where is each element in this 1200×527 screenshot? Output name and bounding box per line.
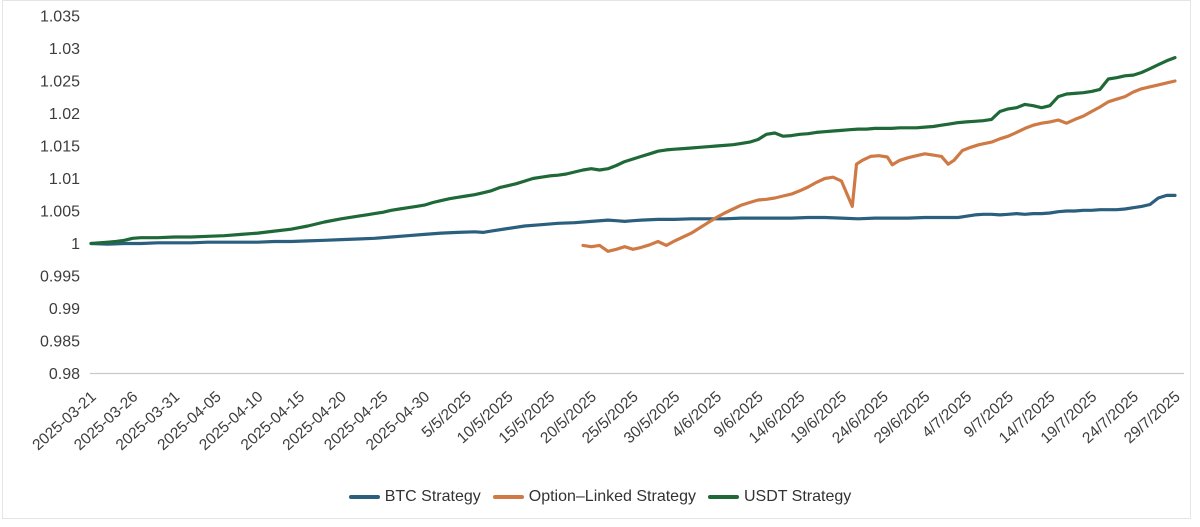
y-axis-tick-label: 1 bbox=[71, 236, 80, 253]
y-axis-tick-label: 1.01 bbox=[49, 171, 80, 188]
y-axis-tick-label: 1.015 bbox=[40, 139, 80, 156]
legend-swatch-usdt bbox=[707, 495, 739, 499]
y-axis-tick-label: 0.99 bbox=[49, 301, 80, 318]
series-line-btc-strategy bbox=[89, 193, 1177, 246]
series-line-option-linked-strategy bbox=[581, 79, 1177, 253]
legend-label-btc: BTC Strategy bbox=[384, 488, 481, 505]
y-axis-tick-label: 0.98 bbox=[49, 366, 80, 383]
legend-label-option-linked: Option–Linked Strategy bbox=[528, 488, 696, 505]
series-line-usdt-strategy bbox=[89, 55, 1177, 246]
y-axis-tick-label: 1.03 bbox=[49, 41, 80, 58]
y-axis-tick-label: 1.02 bbox=[49, 106, 80, 123]
legend-item-option-linked-strategy[interactable]: Option–Linked Strategy bbox=[492, 488, 696, 506]
y-axis-tick-label: 1.005 bbox=[40, 204, 80, 221]
y-axis-tick-label: 0.985 bbox=[40, 334, 80, 351]
legend-swatch-btc bbox=[348, 495, 380, 499]
legend-item-usdt-strategy[interactable]: USDT Strategy bbox=[707, 488, 852, 506]
chart-legend: BTC Strategy Option–Linked Strategy USDT… bbox=[0, 485, 1200, 509]
y-axis-tick-label: 0.995 bbox=[40, 269, 80, 286]
legend-item-btc-strategy[interactable]: BTC Strategy bbox=[348, 488, 481, 506]
legend-label-usdt: USDT Strategy bbox=[743, 488, 852, 505]
y-axis-tick-label: 1.025 bbox=[40, 74, 80, 91]
y-axis-tick-label: 1.035 bbox=[40, 9, 80, 26]
legend-swatch-option-linked bbox=[492, 495, 524, 499]
